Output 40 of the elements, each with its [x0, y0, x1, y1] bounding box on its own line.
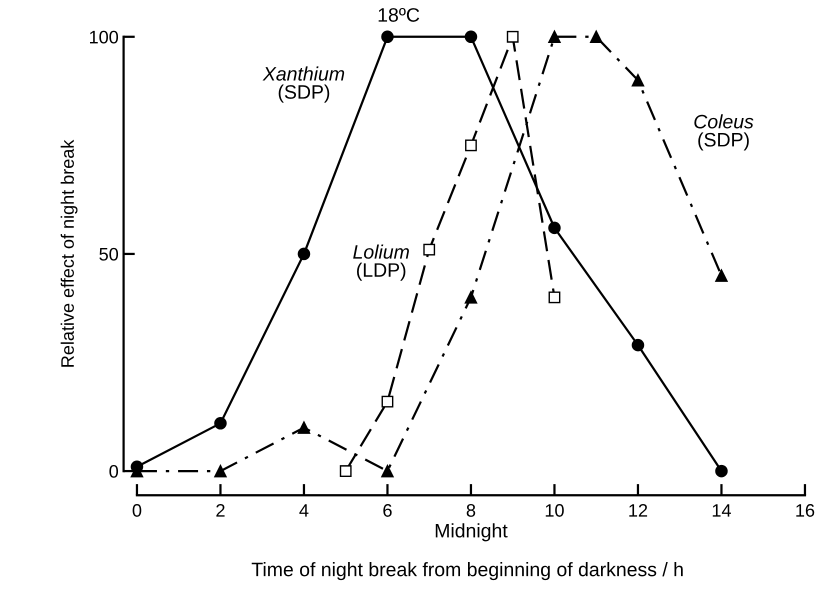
x-axis-title: Time of night break from beginning of darkness / h	[252, 562, 683, 580]
x-tick-label: 12	[629, 504, 648, 517]
x-tick-label: 2	[216, 504, 225, 517]
point	[382, 396, 394, 408]
x-tick-label: 4	[299, 504, 308, 517]
point	[381, 464, 394, 478]
point	[715, 269, 728, 282]
point	[548, 291, 560, 304]
point	[423, 244, 436, 256]
point	[632, 74, 644, 86]
point	[506, 30, 519, 43]
point	[340, 465, 352, 477]
series-label: Lolium (LDP)	[353, 244, 409, 281]
point	[632, 338, 644, 352]
annotation: 18ºC	[378, 8, 420, 22]
y-axis-title: Relative effect of night break	[60, 140, 78, 367]
text: Midnight	[436, 523, 508, 542]
x-tick-label: 16	[796, 504, 814, 517]
x-tick-label: 8	[466, 504, 476, 517]
x-tick-label: 6	[383, 504, 392, 517]
x-tick-label: 0	[132, 504, 142, 517]
point	[464, 30, 478, 44]
point	[298, 248, 310, 260]
y-tick-label: 0	[109, 465, 118, 478]
point	[298, 421, 310, 434]
point	[464, 291, 478, 304]
point	[590, 30, 602, 44]
y-tick-label: 100	[90, 30, 118, 44]
point	[465, 139, 477, 152]
point	[214, 417, 227, 430]
point	[381, 30, 394, 44]
x-tick-label: 14	[712, 504, 731, 517]
point	[548, 30, 561, 44]
point	[548, 222, 561, 234]
series-label: Coleus (SDP)	[694, 114, 754, 150]
series-label: Xanthium (SDP)	[262, 66, 344, 103]
point	[715, 464, 728, 478]
point	[214, 464, 227, 478]
y-tick-label: 50	[99, 248, 118, 261]
x-tick-label: 10	[546, 504, 564, 517]
